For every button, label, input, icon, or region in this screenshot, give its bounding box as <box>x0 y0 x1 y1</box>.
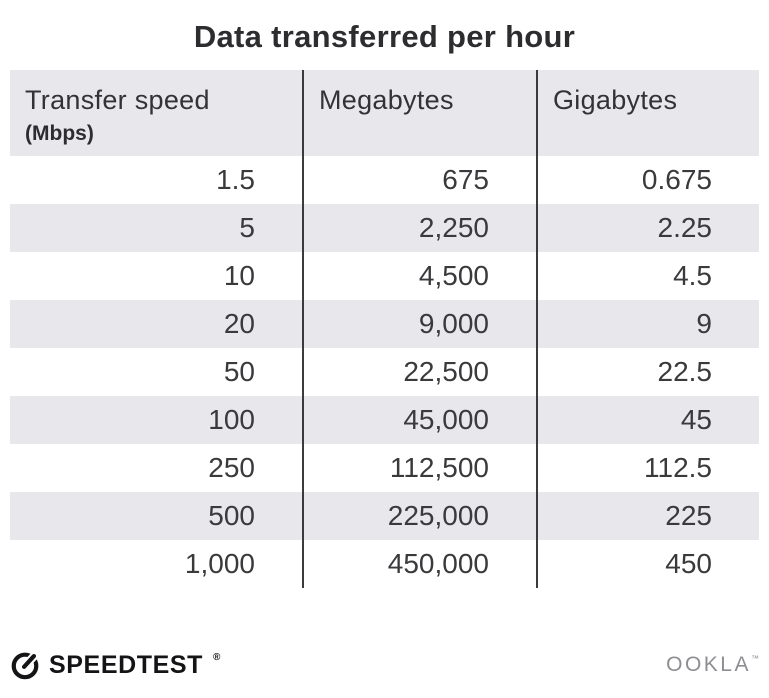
table-cell: 112.5 <box>536 444 759 492</box>
speedtest-gauge-icon <box>10 650 40 680</box>
table-cell: 45 <box>536 396 759 444</box>
table-cell: 225 <box>536 492 759 540</box>
table-cell: 10 <box>223 260 255 291</box>
col-header-transfer-speed: Transfer speed (Mbps) <box>10 70 302 156</box>
ookla-wordmark: OOKLA <box>666 653 751 676</box>
col-header-megabytes: Megabytes <box>302 70 536 156</box>
table-row: 1,000 450,000 450 <box>10 540 759 588</box>
table-cell: 20 <box>223 308 255 339</box>
table-cell: 5 <box>239 212 255 243</box>
table-row: 500 225,000 225 <box>10 492 759 540</box>
table-row: 50 22,500 22.5 <box>10 348 759 396</box>
table-cell: 450 <box>536 540 759 588</box>
table-cell: 500 <box>208 500 255 531</box>
table-cell: 4,500 <box>302 252 536 300</box>
trademark-mark: ™ <box>751 654 759 663</box>
table-cell: 22,500 <box>302 348 536 396</box>
table-cell: 250 <box>208 452 255 483</box>
table-row: 1.5 675 0.675 <box>10 156 759 204</box>
table-header-row: Transfer speed (Mbps) Megabytes Gigabyte… <box>10 70 759 156</box>
table-cell: 112,500 <box>302 444 536 492</box>
table-cell: 0.675 <box>536 156 759 204</box>
speedtest-logo: SPEEDTEST ® <box>10 650 220 680</box>
table-cell: 450,000 <box>302 540 536 588</box>
data-table: Transfer speed (Mbps) Megabytes Gigabyte… <box>10 70 759 588</box>
table-row: 250 112,500 112.5 <box>10 444 759 492</box>
speedtest-wordmark: SPEEDTEST <box>49 650 204 679</box>
registered-mark: ® <box>213 652 221 663</box>
col-header-label: Transfer speed <box>25 85 210 115</box>
col-header-label: Gigabytes <box>553 85 678 115</box>
table-cell: 225,000 <box>302 492 536 540</box>
ookla-logo: OOKLA ™ <box>666 653 759 677</box>
col-header-sublabel: (Mbps) <box>25 122 94 145</box>
footer: SPEEDTEST ® OOKLA ™ <box>10 650 759 680</box>
col-header-gigabytes: Gigabytes <box>536 70 759 156</box>
table-cell: 675 <box>302 156 536 204</box>
table-cell: 45,000 <box>302 396 536 444</box>
table-cell: 22.5 <box>536 348 759 396</box>
col-header-label: Megabytes <box>319 85 454 115</box>
table-cell: 100 <box>208 404 255 435</box>
table-cell: 9,000 <box>302 300 536 348</box>
table-cell: 50 <box>223 356 255 387</box>
table-row: 10 4,500 4.5 <box>10 252 759 300</box>
table-cell: 1.5 <box>216 164 255 195</box>
table-cell: 4.5 <box>536 252 759 300</box>
table-row: 100 45,000 45 <box>10 396 759 444</box>
table-cell: 9 <box>536 300 759 348</box>
page-title: Data transferred per hour <box>193 19 576 54</box>
table-row: 20 9,000 9 <box>10 300 759 348</box>
infographic-page: Data transferred per hour Transfer speed… <box>10 19 759 680</box>
table-cell: 2,250 <box>302 204 536 252</box>
table-body: 1.5 675 0.675 5 2,250 2.25 10 4,500 4.5 20 9,000 9 5… <box>10 156 759 588</box>
table-row: 5 2,250 2.25 <box>10 204 759 252</box>
table-cell: 2.25 <box>536 204 759 252</box>
table-cell: 1,000 <box>184 548 255 579</box>
